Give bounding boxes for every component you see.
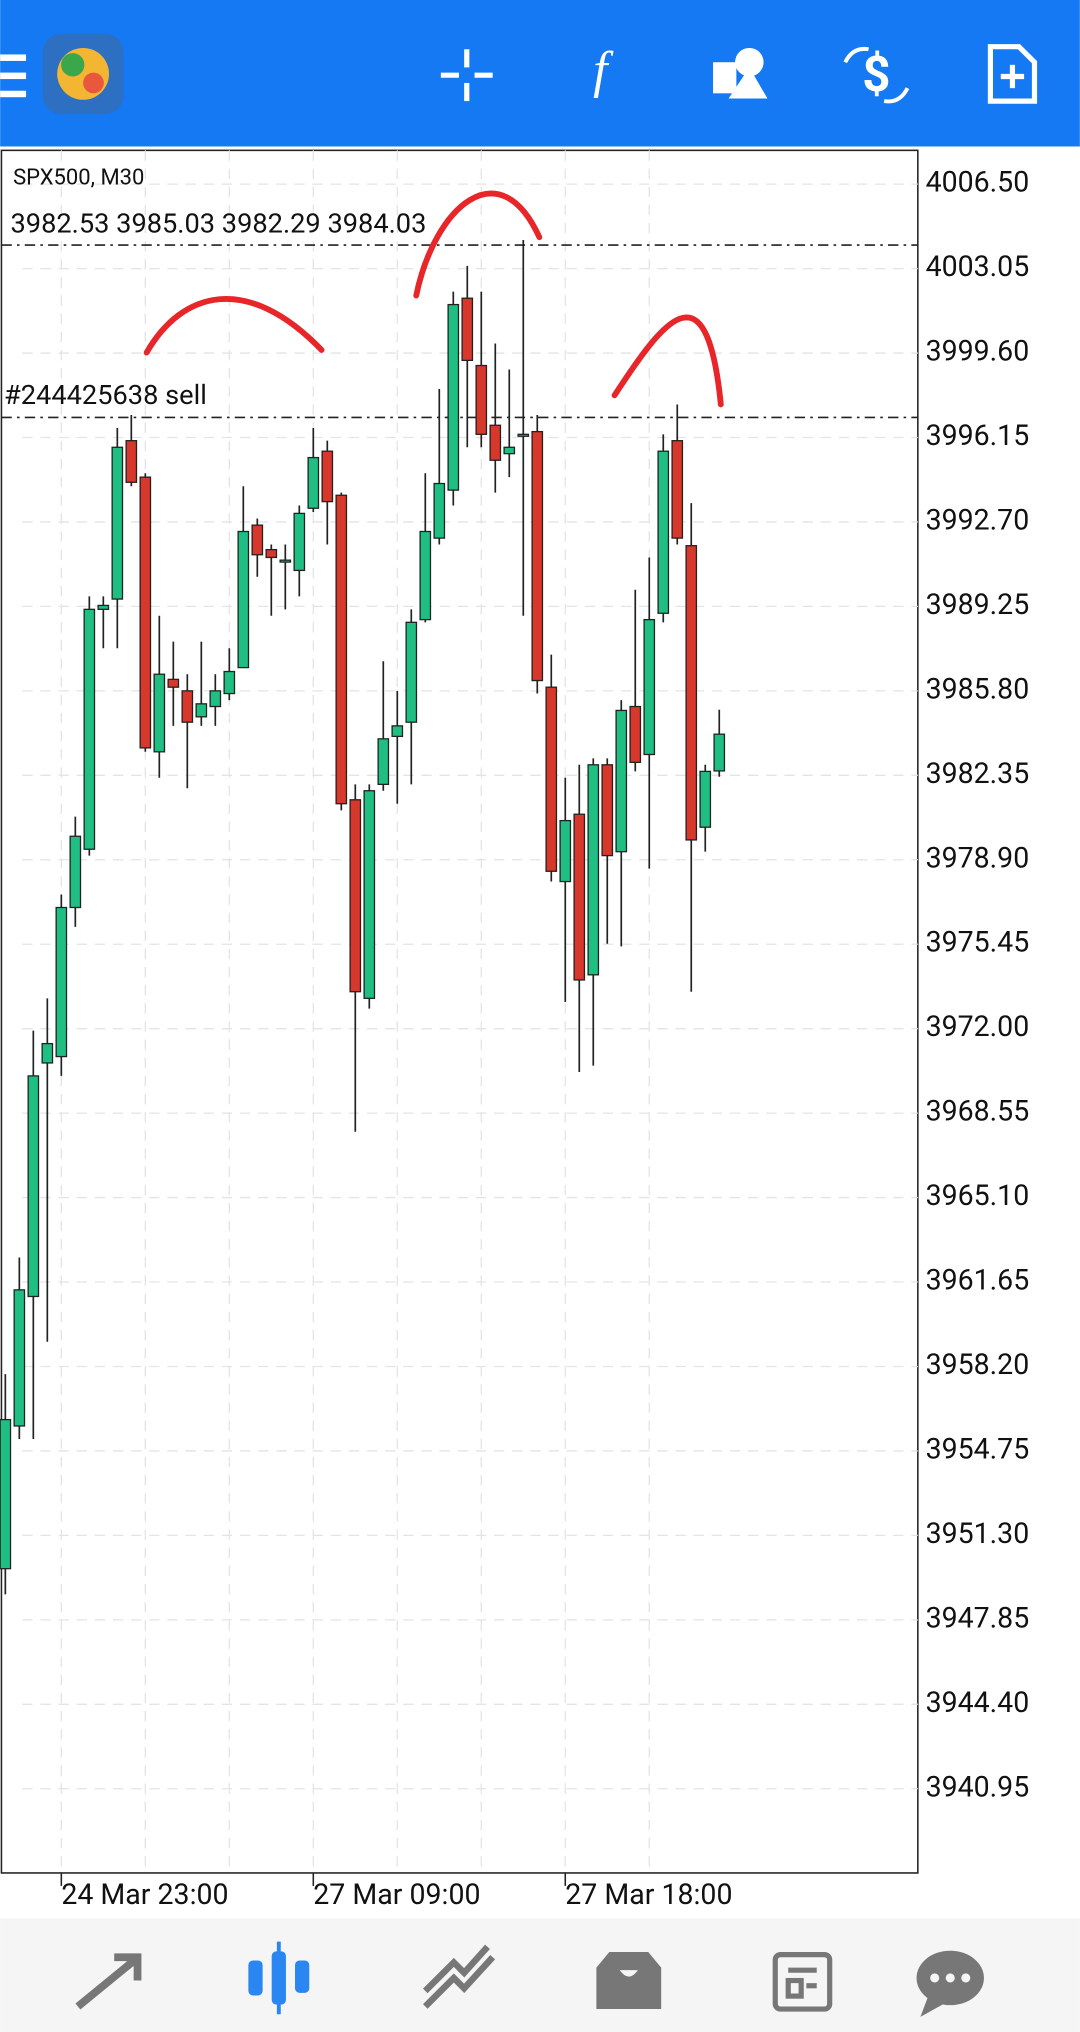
annotation-strokes [143, 190, 724, 408]
candle-body [97, 604, 110, 610]
y-tick-label: 3975.45 [926, 926, 1030, 959]
candle-body [573, 813, 586, 981]
candle-body [307, 456, 320, 509]
ohlc-header: 3982.53 3985.03 3982.29 3984.03 [11, 208, 427, 240]
candle-body [363, 790, 376, 999]
trade-tab[interactable] [422, 1944, 496, 2009]
grid [22, 150, 918, 1873]
history-tab[interactable] [596, 1952, 662, 2010]
y-tick-label: 3972.00 [926, 1010, 1030, 1043]
candle-body [195, 703, 208, 718]
y-tick-label: 4003.05 [926, 250, 1030, 283]
candle-body [685, 545, 698, 841]
candle-body [615, 709, 628, 853]
candle-body [587, 764, 600, 976]
y-tick-label: 3982.35 [926, 757, 1030, 790]
candle-body [251, 524, 264, 556]
bottom-nav [0, 1918, 1080, 2032]
toolbar [0, 0, 1080, 147]
candle-body [713, 733, 726, 772]
y-tick-label: 3978.90 [926, 841, 1030, 874]
candle-body [69, 835, 82, 909]
svg-text:$: $ [862, 46, 890, 104]
candle-body [321, 450, 334, 503]
candle-body [503, 446, 516, 455]
x-tick-label: 27 Mar 18:00 [565, 1878, 732, 1911]
candle-body [41, 1042, 54, 1064]
y-tick-label: 3992.70 [926, 503, 1030, 536]
candle-body [27, 1075, 40, 1298]
candle-body [601, 764, 614, 857]
y-tick-label: 3951.30 [926, 1517, 1030, 1550]
candle-body [657, 450, 670, 614]
order-label: #244425638 sell [4, 379, 207, 411]
candle-body [349, 799, 362, 993]
trade-button[interactable]: $ [843, 46, 910, 104]
y-tick-label: 3996.15 [926, 419, 1030, 452]
candle-body [475, 364, 488, 435]
candle-body [209, 690, 222, 708]
y-tick-label: 3944.40 [926, 1686, 1030, 1719]
candle-body [293, 512, 306, 572]
candle-body [139, 476, 152, 749]
candle-body [153, 673, 166, 753]
y-tick-label: 3985.80 [926, 672, 1030, 705]
candle-body [223, 670, 236, 695]
y-tick-label: 3947.85 [926, 1601, 1030, 1634]
y-tick-label: 3958.20 [926, 1348, 1030, 1381]
candle-body [489, 424, 502, 461]
candle-body [699, 770, 712, 828]
candle-body [391, 725, 404, 738]
candle-body [419, 530, 432, 621]
quotes-tab[interactable] [75, 1953, 142, 2010]
candle-body [335, 494, 348, 805]
candle-body [405, 621, 418, 723]
y-tick-label: 3961.65 [926, 1264, 1030, 1297]
candle-body [433, 482, 446, 539]
objects-button[interactable] [713, 47, 768, 99]
candle-body [671, 440, 684, 539]
candle-body [181, 690, 194, 723]
y-tick-label: 3968.55 [926, 1095, 1030, 1128]
candle-body [447, 303, 460, 491]
x-tick-label: 27 Mar 09:00 [313, 1878, 480, 1911]
x-tick-label: 24 Mar 23:00 [61, 1878, 228, 1911]
candle-body [125, 440, 138, 483]
y-tick-label: 3954.75 [926, 1432, 1030, 1465]
new-order-button[interactable] [987, 44, 1038, 104]
y-tick-label: 3999.60 [926, 335, 1030, 368]
chart-tab[interactable] [248, 1941, 310, 2015]
candle-body [629, 705, 642, 763]
candle-body [111, 446, 124, 600]
candle-body [0, 1418, 12, 1570]
candle-body [643, 618, 656, 756]
candle-body [517, 433, 530, 437]
candle-body [265, 548, 278, 559]
candle-body [167, 678, 180, 688]
news-tab[interactable] [772, 1952, 833, 2012]
candle-body [55, 906, 68, 1058]
candle-body [83, 608, 96, 850]
menu-button[interactable] [0, 54, 27, 98]
candle-body [461, 297, 474, 362]
y-tick-label: 4006.50 [926, 166, 1030, 199]
y-tick-label: 3940.95 [926, 1770, 1030, 1803]
chart-title: SPX500, M30 [13, 166, 144, 191]
y-tick-label: 3965.10 [926, 1179, 1030, 1212]
chat-tab[interactable] [916, 1950, 984, 2017]
y-tick-label: 3989.25 [926, 588, 1030, 621]
candle-body [377, 738, 390, 786]
candle-body [545, 686, 558, 872]
plot [0, 239, 918, 1595]
candle-body [559, 819, 572, 883]
candle-body [13, 1289, 26, 1427]
app-logo[interactable] [42, 33, 124, 115]
candle-body [279, 559, 292, 563]
candle-body [237, 530, 250, 669]
crosshair-button[interactable] [440, 49, 493, 102]
candle-body [531, 430, 544, 682]
